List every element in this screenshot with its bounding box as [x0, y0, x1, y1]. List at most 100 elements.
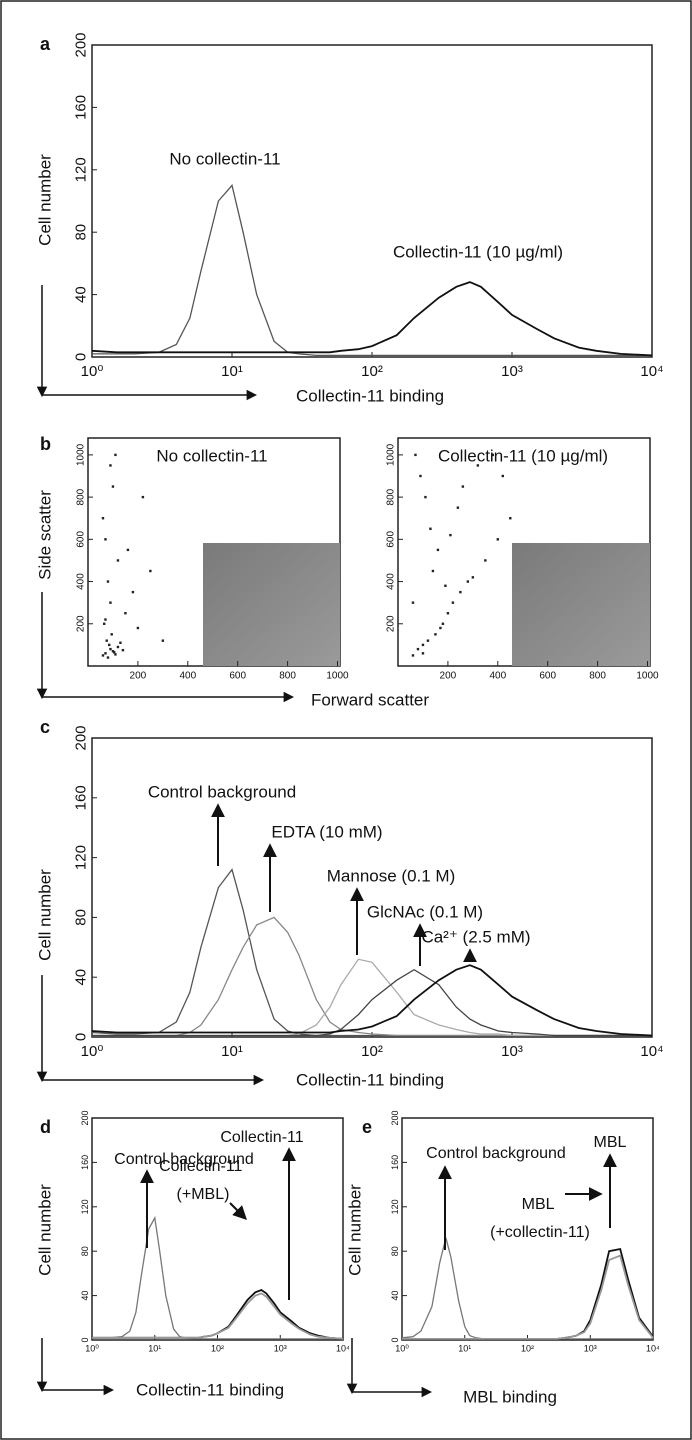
- y-tick-label: 200: [386, 615, 397, 632]
- x-tick-label: 10³: [274, 1343, 287, 1353]
- histogram-curve: [91, 868, 652, 1037]
- scatter-point: [149, 569, 152, 573]
- scatter-point: [109, 464, 112, 467]
- micrograph-inset: [512, 543, 650, 666]
- x-tick-label: 200: [440, 671, 457, 682]
- scatter-point: [416, 647, 420, 651]
- scatter-point: [103, 622, 106, 625]
- label-arrow: [229, 1202, 247, 1220]
- series-label: MBL: [594, 1134, 627, 1151]
- y-axis-label: Cell number: [35, 869, 54, 961]
- scatter-point: [161, 639, 165, 642]
- scatter-point: [414, 453, 417, 457]
- scatter-point: [141, 495, 145, 499]
- x-tick-label: 400: [179, 671, 196, 682]
- x-tick-label: 10⁰: [395, 1343, 409, 1353]
- x-tick-label: 10¹: [148, 1343, 161, 1353]
- axis-arrows: [42, 1338, 112, 1390]
- scatter-point: [434, 633, 437, 636]
- x-tick-label: 10¹: [221, 363, 243, 380]
- x-tick-label: 10¹: [458, 1343, 471, 1353]
- scatter-point: [114, 453, 117, 457]
- scatter-point: [136, 626, 140, 630]
- scatter-point: [109, 647, 112, 651]
- y-tick-label: 800: [386, 488, 397, 505]
- x-tick-label: 800: [279, 671, 296, 682]
- scatter-point: [109, 601, 112, 604]
- x-tick-label: 1000: [326, 671, 349, 682]
- series-label: Collectin-11: [220, 1129, 303, 1146]
- scatter-point: [411, 654, 415, 657]
- y-tick-label: 200: [72, 725, 89, 750]
- panel-letter: a: [40, 34, 51, 54]
- y-tick-label: 160: [72, 785, 89, 810]
- scatter-point: [114, 653, 117, 656]
- x-tick-label: 600: [229, 671, 246, 682]
- y-axis-label: Cell number: [35, 1184, 54, 1276]
- y-axis-label: Cell number: [345, 1184, 364, 1276]
- panel-letter: c: [40, 717, 50, 737]
- scatter-point: [441, 622, 445, 625]
- x-tick-label: 1000: [636, 671, 659, 682]
- plot-title: Collectin-11 (10 µg/ml): [438, 446, 608, 465]
- scatter-point: [111, 485, 115, 488]
- scatter-point: [421, 652, 425, 655]
- scatter-point: [424, 495, 427, 499]
- scatter-point: [101, 654, 105, 657]
- scatter-point: [108, 643, 111, 647]
- y-tick-label: 200: [390, 1110, 400, 1125]
- histogram-curve: [402, 1254, 654, 1340]
- y-tick-label: 120: [390, 1199, 400, 1214]
- y-tick-label: 1000: [76, 443, 87, 466]
- scatter-point: [119, 641, 122, 644]
- y-tick-label: 80: [390, 1246, 400, 1256]
- histogram-curve: [91, 281, 653, 357]
- x-tick-label: 10⁰: [85, 1343, 99, 1353]
- axis-arrows: [352, 1338, 430, 1392]
- scatter-point: [131, 590, 135, 594]
- scatter-point: [124, 612, 127, 615]
- y-tick-label: 200: [80, 1110, 90, 1125]
- scatter-point: [105, 639, 108, 642]
- y-tick-label: 600: [386, 531, 397, 548]
- y-tick-label: 0: [80, 1337, 90, 1342]
- x-axis-label: Collectin-11 binding: [296, 1070, 444, 1089]
- y-tick-label: 0: [72, 353, 89, 361]
- scatter-point: [112, 651, 116, 654]
- histogram-curve: [92, 1292, 344, 1340]
- x-axis-label: MBL binding: [463, 1387, 557, 1406]
- y-tick-label: 200: [76, 615, 87, 632]
- y-tick-label: 40: [72, 969, 89, 986]
- series-label: MBL (+collectin-11): [490, 1196, 590, 1241]
- x-tick-label: 200: [130, 671, 147, 682]
- series-label: EDTA (10 mM): [271, 822, 382, 841]
- x-tick-label: 10²: [361, 1043, 383, 1060]
- scatter-point: [116, 559, 120, 562]
- y-tick-label: 40: [72, 286, 89, 303]
- x-tick-label: 10²: [361, 363, 383, 380]
- y-tick-label: 80: [72, 909, 89, 926]
- series-label: Control background: [114, 1151, 254, 1168]
- scatter-point: [461, 485, 465, 488]
- histogram-curve: [92, 968, 652, 1037]
- scatter-point: [121, 648, 125, 652]
- y-tick-label: 400: [76, 573, 87, 590]
- scatter-point: [456, 506, 460, 509]
- scatter-point: [106, 580, 110, 583]
- y-tick-label: 160: [390, 1155, 400, 1170]
- scatter-point: [101, 517, 105, 520]
- series-label: No collectin-11: [169, 149, 280, 168]
- y-axis-label: Side scatter: [35, 490, 54, 580]
- scatter-point: [431, 569, 435, 573]
- scatter-point: [459, 590, 462, 594]
- scatter-point: [104, 652, 107, 655]
- y-tick-label: 80: [72, 224, 89, 241]
- scatter-point: [471, 576, 475, 579]
- scatter-point: [110, 633, 113, 636]
- scatter-point: [466, 580, 470, 583]
- scatter-point: [436, 548, 440, 552]
- x-tick-label: 10³: [501, 1043, 523, 1060]
- micrograph-inset: [203, 543, 340, 666]
- histogram-curve: [92, 184, 652, 357]
